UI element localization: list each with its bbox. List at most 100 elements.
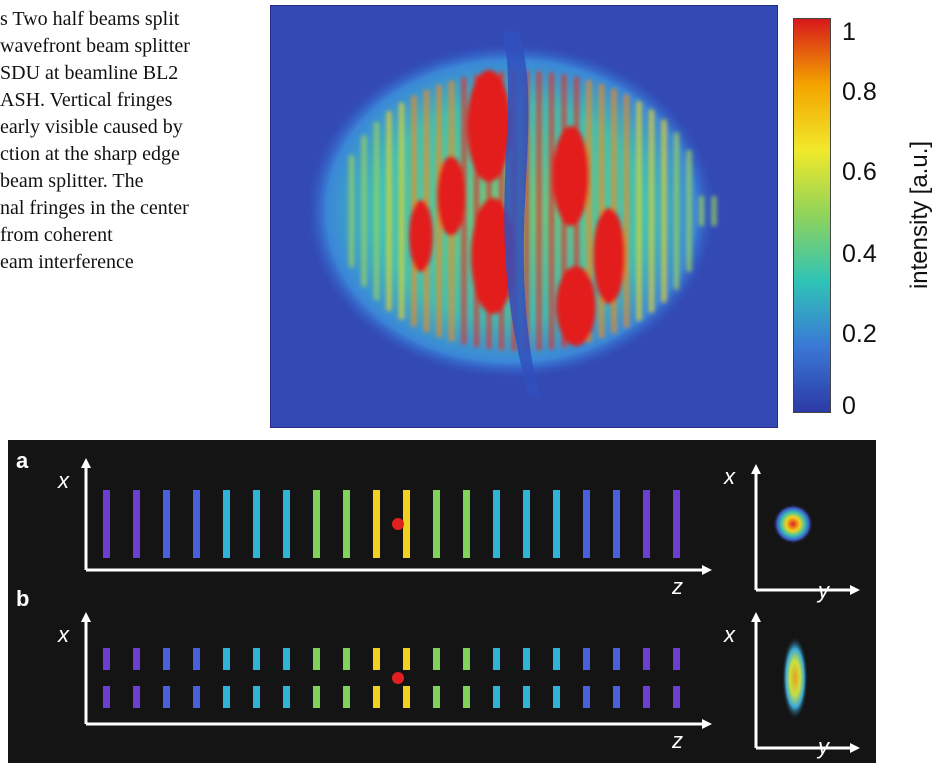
- fringe-stripe: [636, 101, 642, 321]
- pattern-stripe: [583, 648, 590, 670]
- caption-line: beam splitter. The: [0, 170, 144, 192]
- intensity-maximum: [467, 70, 511, 182]
- axis-label-x-a: x: [57, 468, 70, 493]
- pattern-stripe: [403, 490, 410, 558]
- pattern-stripe: [313, 686, 320, 708]
- pattern-stripe: [163, 490, 170, 558]
- intensity-maximum: [556, 266, 596, 346]
- focal-spot: [392, 518, 404, 530]
- pattern-stripe: [583, 686, 590, 708]
- axis-label-y-b: y: [816, 734, 831, 759]
- focal-spot: [392, 672, 404, 684]
- pattern-stripe: [103, 648, 110, 670]
- pattern-stripe: [493, 686, 500, 708]
- pattern-stripe: [673, 490, 680, 558]
- pattern-stripe: [643, 490, 650, 558]
- pattern-stripe: [643, 686, 650, 708]
- caption-line: from coherent: [0, 224, 113, 246]
- panel-b-intensity-pattern: [103, 648, 680, 708]
- pattern-stripe: [493, 490, 500, 558]
- fringe-stripe: [661, 119, 667, 303]
- fringe-stripe: [461, 77, 467, 345]
- pattern-stripe: [613, 648, 620, 670]
- fringe-stripe: [524, 71, 529, 351]
- pattern-stripe: [283, 648, 290, 670]
- panel-label-a: a: [16, 448, 29, 473]
- pattern-stripe: [283, 490, 290, 558]
- intensity-maximum: [437, 156, 465, 236]
- panel-a-cross-section-axes: [751, 464, 860, 595]
- pattern-stripe: [433, 648, 440, 670]
- panel-a-axes: [81, 458, 712, 575]
- caption-line: nal fringes in the center: [0, 197, 189, 219]
- fringe-stripe: [624, 94, 629, 328]
- pattern-stripe: [193, 648, 200, 670]
- pattern-stripe: [163, 648, 170, 670]
- axis-label-x-b-cross-section: x: [723, 622, 736, 647]
- pattern-stripe: [433, 490, 440, 558]
- fringe-stripe: [474, 74, 479, 348]
- pattern-stripe: [643, 648, 650, 670]
- panel-a-cross-section-spot: [773, 504, 813, 544]
- pattern-stripe: [313, 648, 320, 670]
- pattern-stripe: [343, 686, 350, 708]
- panel-label-b: b: [16, 586, 29, 611]
- caption-line: SDU at beamline BL2: [0, 62, 179, 84]
- colorbar-tick: 0.2: [842, 320, 877, 348]
- pattern-stripe: [553, 648, 560, 670]
- pattern-stripe: [253, 648, 260, 670]
- pattern-stripe: [253, 490, 260, 558]
- pattern-stripe: [523, 490, 530, 558]
- pattern-stripe: [463, 490, 470, 558]
- axis-label-z-a: z: [671, 574, 683, 599]
- pattern-stripe: [133, 490, 140, 558]
- pattern-stripe: [283, 686, 290, 708]
- panel-b-cross-section-axes: [751, 612, 860, 753]
- pattern-stripe: [343, 648, 350, 670]
- caption-line: wavefront beam splitter: [0, 35, 190, 57]
- fringe-stripe: [649, 109, 654, 313]
- fringe-stripe: [361, 135, 367, 287]
- fringe-stripe: [386, 111, 392, 311]
- split-gap: [503, 31, 539, 396]
- pattern-stripe: [313, 490, 320, 558]
- pattern-stripe: [673, 648, 680, 670]
- pattern-stripe: [673, 686, 680, 708]
- pattern-stripe: [103, 686, 110, 708]
- pattern-stripe: [373, 490, 380, 558]
- intensity-maximum: [471, 198, 515, 314]
- pattern-stripe: [403, 648, 410, 670]
- pattern-stripe: [223, 648, 230, 670]
- interference-intensity-image: [270, 5, 778, 428]
- fringe-stripe: [349, 154, 354, 268]
- axis-label-x-b: x: [57, 622, 70, 647]
- pattern-stripe: [493, 648, 500, 670]
- pattern-stripe: [553, 686, 560, 708]
- intensity-maximum: [593, 208, 625, 304]
- pattern-stripe: [463, 686, 470, 708]
- pattern-stripe: [223, 490, 230, 558]
- fringe-stripe: [374, 121, 379, 301]
- colorbar-tick: 0.8: [842, 78, 877, 106]
- pattern-stripe: [553, 490, 560, 558]
- fringe-stripe: [711, 196, 717, 226]
- axis-label-y-a: y: [816, 578, 831, 603]
- panel-b-cross-section-spot: [782, 636, 808, 720]
- fringe-stripe: [536, 71, 542, 351]
- fringe-stripe: [549, 72, 554, 350]
- colorbar-tick: 0.6: [842, 158, 877, 186]
- pattern-stripe: [133, 648, 140, 670]
- panel-a-intensity-pattern: [103, 490, 680, 558]
- pattern-stripe: [403, 686, 410, 708]
- colorbar-tick: 0: [842, 392, 856, 420]
- colorbar-tick: 1: [842, 18, 856, 46]
- pattern-stripe: [583, 490, 590, 558]
- colorbar-label: intensity [a.u.]: [906, 140, 933, 290]
- fringe-stripe: [686, 150, 692, 272]
- pattern-stripe: [343, 490, 350, 558]
- axis-label-x-a-cross-section: x: [723, 464, 736, 489]
- pattern-stripe: [613, 686, 620, 708]
- caption-line: ction at the sharp edge: [0, 143, 180, 165]
- intensity-maximum: [409, 200, 433, 272]
- figure-caption: s Two half beams split wavefront beam sp…: [0, 6, 250, 276]
